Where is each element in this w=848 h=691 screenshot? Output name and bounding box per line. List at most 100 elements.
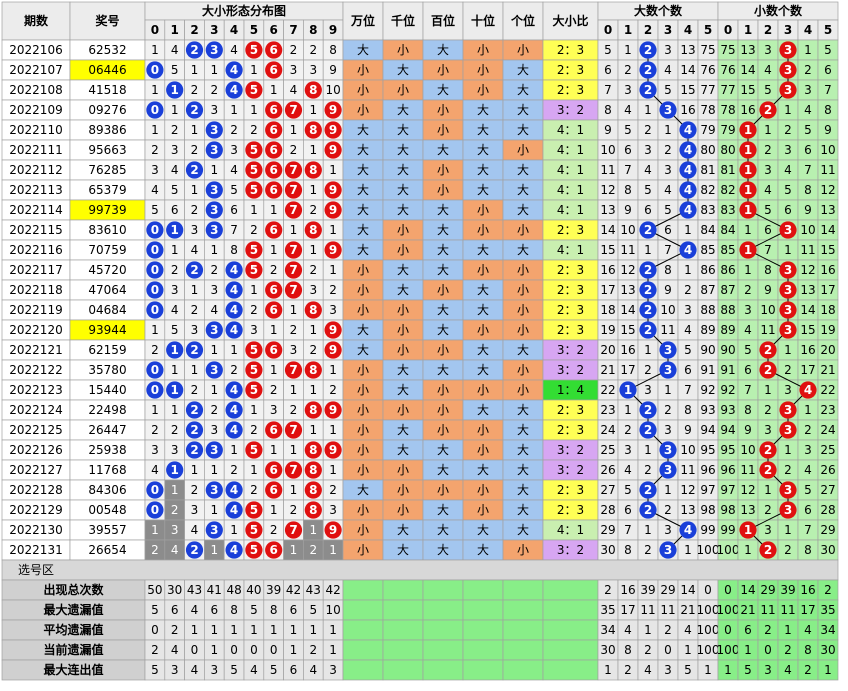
miss-count: 1 [684,223,692,237]
dist-ball-text: 1 [171,343,179,357]
number: 25938 [88,443,126,457]
small-ball [739,241,757,259]
dist-ball-text: 3 [210,443,218,457]
stat-value: 1 [230,623,238,637]
size-label: 大 [357,123,369,137]
size-label: 大 [437,243,449,257]
miss-count: 91 [720,363,735,377]
big-ball-text: 2 [644,483,652,497]
stat-value: 42 [325,583,340,597]
cell [542,1,599,41]
dist-ball-text: 5 [250,163,258,177]
miss-count: 12 [680,483,695,497]
ratio: 2：3 [557,423,584,437]
miss-count: 6 [230,203,238,217]
dist-ball [304,121,322,139]
dist-ball [304,221,322,239]
cell [342,639,384,661]
header-text: 2 [644,23,652,37]
miss-count: 1 [329,543,337,557]
miss-count: 8 [744,403,752,417]
miss-count: 5 [151,203,159,217]
size-label: 小 [437,483,449,497]
dist-ball [146,221,164,239]
miss-count: 2 [309,343,317,357]
stat-value: 2 [171,623,179,637]
stat-value: 1 [210,643,218,657]
dist-ball-text: 2 [190,423,198,437]
size-label: 大 [397,283,409,297]
size-label: 大 [437,143,449,157]
miss-count: 85 [700,243,715,257]
dist-ball-text: 7 [289,463,297,477]
miss-count: 6 [664,223,672,237]
dist-ball [166,81,184,99]
size-label: 小 [437,183,449,197]
big-ball-text: 2 [644,83,652,97]
size-label: 大 [477,123,489,137]
size-label: 小 [357,383,369,397]
miss-count: 1 [644,523,652,537]
stat-value: 11 [640,603,655,617]
miss-count: 20 [600,343,615,357]
stat-value: 2 [309,643,317,657]
cell [422,1,464,41]
miss-count: 2 [210,263,218,277]
miss-count: 3 [309,283,317,297]
miss-count: 1 [644,243,652,257]
big-ball [679,201,697,219]
miss-count: 1 [250,463,258,477]
period: 2022116 [9,243,62,257]
miss-count: 1 [644,343,652,357]
stat-value: 0 [724,583,732,597]
miss-count: 2 [644,543,652,557]
miss-count: 12 [820,183,835,197]
stat-value: 1 [290,643,298,657]
miss-count: 11 [600,163,615,177]
miss-count: 16 [800,343,815,357]
miss-count: 1 [644,103,652,117]
header-text: 5 [250,23,258,37]
small-ball-text: 2 [764,363,772,377]
miss-count: 2 [171,423,179,437]
miss-count: 1 [210,383,218,397]
miss-count: 1 [151,43,159,57]
miss-count: 4 [624,463,632,477]
stat-value: 5 [684,663,692,677]
miss-count: 88 [720,303,735,317]
dist-ball-text: 8 [309,503,317,517]
ratio: 2：3 [557,323,584,337]
dist-ball-text: 6 [270,123,278,137]
miss-count: 1 [290,483,298,497]
period: 2022122 [9,363,62,377]
dist-ball [265,141,283,159]
miss-count: 7 [804,523,812,537]
number: 06446 [88,63,126,77]
dist-ball-text: 0 [151,503,159,517]
small-ball [779,81,797,99]
number: 15440 [88,383,126,397]
miss-count: 93 [720,403,735,417]
stat-value: 5 [309,603,317,617]
size-label: 小 [437,423,449,437]
miss-count: 9 [624,203,632,217]
miss-count: 17 [620,363,635,377]
ratio: 3：2 [557,443,584,457]
dist-ball-text: 3 [210,523,218,537]
miss-count: 2 [290,143,298,157]
size-label: 小 [397,83,409,97]
miss-count: 1 [210,503,218,517]
dist-ball-text: 4 [230,83,238,97]
small-ball-text: 3 [784,43,792,57]
miss-count: 3 [804,443,812,457]
size-label: 大 [437,203,449,217]
cell [382,619,424,641]
stat-value: 30 [167,583,182,597]
dist-ball-text: 5 [250,83,258,97]
dist-ball-text: 7 [289,203,297,217]
miss-count: 16 [820,263,835,277]
miss-count: 1 [664,123,672,137]
miss-count: 8 [329,43,337,57]
miss-count: 1 [270,443,278,457]
number: 93944 [88,323,126,337]
